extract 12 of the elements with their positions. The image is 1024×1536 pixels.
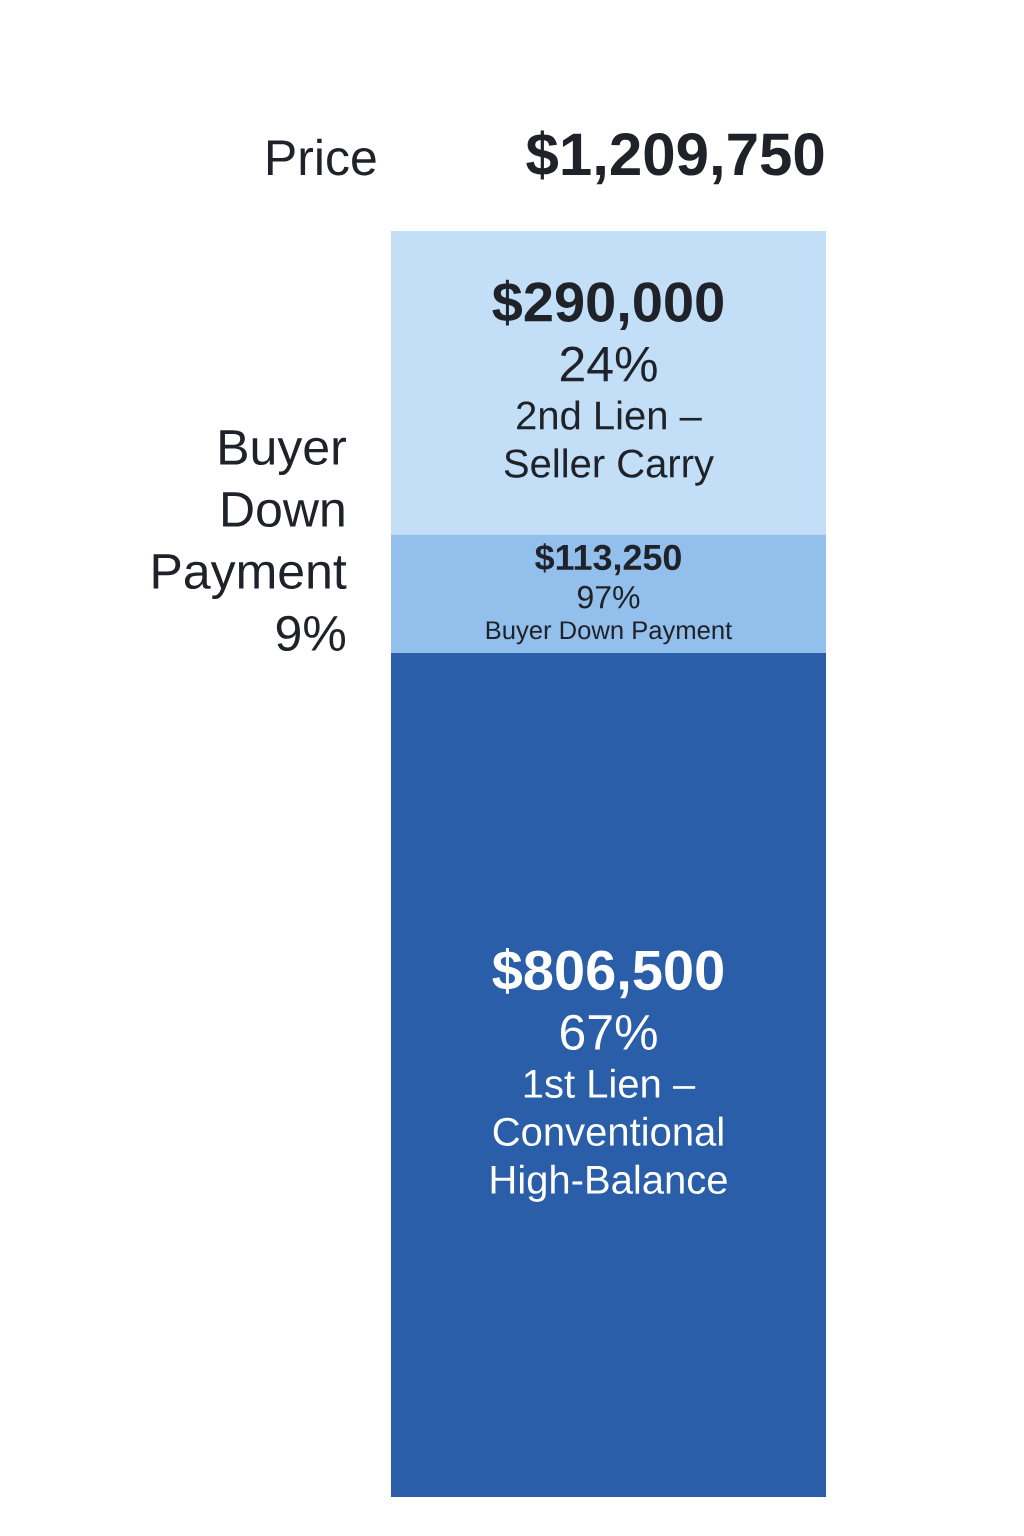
series-label: Buyer Down Payment <box>486 621 733 645</box>
annotation: 67% <box>561 1014 657 1051</box>
annotation: 24% <box>560 346 657 382</box>
annotation: 97% <box>577 585 640 609</box>
data-label: $290,000 <box>492 279 723 331</box>
data-label: $806,500 <box>492 948 723 999</box>
data-label: $113,250 <box>535 543 681 576</box>
text: Buyer Down Payment 9% <box>153 430 347 652</box>
series-label: 2nd Lien – Seller Carry <box>504 400 714 486</box>
total-label: $1,209,750 <box>526 130 824 185</box>
text: Price <box>267 138 376 176</box>
series-label: 1st Lien – Conventional High-Balance <box>491 1068 727 1202</box>
